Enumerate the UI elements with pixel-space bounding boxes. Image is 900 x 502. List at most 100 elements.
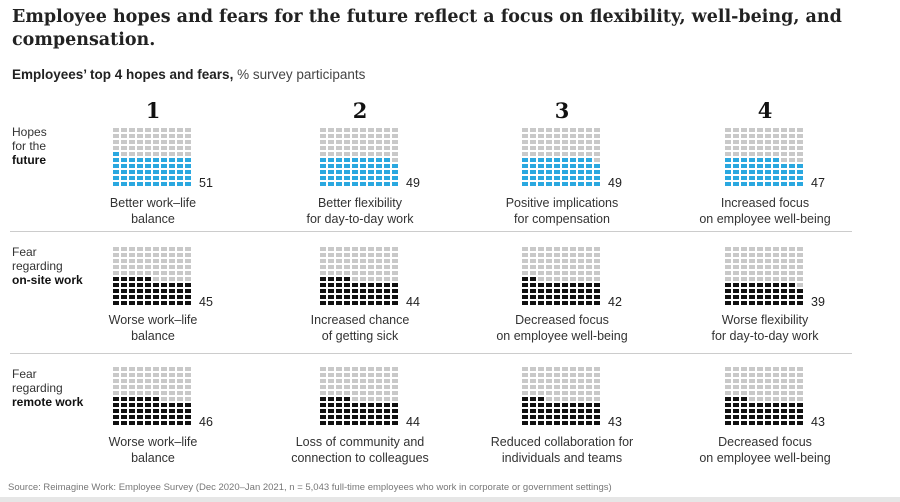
waffle-cell-filled xyxy=(530,301,536,305)
waffle-cell-empty xyxy=(137,265,143,269)
waffle-cell-filled xyxy=(352,421,358,425)
waffle-cell-empty xyxy=(725,385,731,389)
waffle-cell-empty xyxy=(392,134,398,138)
waffle-cell-filled xyxy=(121,158,127,162)
waffle-cell-empty xyxy=(145,140,151,144)
waffle-cell-filled xyxy=(352,415,358,419)
waffle-cell-empty xyxy=(368,271,374,275)
waffle-cell-filled xyxy=(161,403,167,407)
waffle-cell-empty xyxy=(137,253,143,257)
waffle-cell-empty xyxy=(789,146,795,150)
waffle-cell-empty xyxy=(594,128,600,132)
waffle-cell-filled xyxy=(781,415,787,419)
waffle-cell-empty xyxy=(578,367,584,371)
waffle-cell-filled xyxy=(384,415,390,419)
waffle-cell-empty xyxy=(757,140,763,144)
waffle-cell-filled xyxy=(789,409,795,413)
waffle-cell-filled xyxy=(129,397,135,401)
waffle-cell-empty xyxy=(376,271,382,275)
waffle-cell-filled xyxy=(113,277,119,281)
chart-subtitle: Employees’ top 4 hopes and fears, % surv… xyxy=(12,67,365,82)
waffle-cell-filled xyxy=(177,295,183,299)
waffle-cell-empty xyxy=(781,253,787,257)
waffle-cell-empty xyxy=(749,277,755,281)
waffle-cell-filled xyxy=(538,182,544,186)
waffle-cell-filled xyxy=(554,164,560,168)
waffle-cell-empty xyxy=(546,385,552,389)
waffle-cell-empty xyxy=(113,271,119,275)
waffle-cell-filled xyxy=(392,295,398,299)
waffle-cell-filled xyxy=(360,176,366,180)
waffle-cell-empty xyxy=(578,140,584,144)
waffle-cell-filled xyxy=(522,170,528,174)
waffle-cell-empty xyxy=(320,259,326,263)
waffle-cell-empty xyxy=(344,247,350,251)
waffle-cell-empty xyxy=(328,259,334,263)
waffle-cell-filled xyxy=(185,176,191,180)
waffle-cell-empty xyxy=(554,247,560,251)
waffle-cell-filled xyxy=(562,176,568,180)
waffle-cell-empty xyxy=(153,373,159,377)
waffle-cell-empty xyxy=(368,397,374,401)
waffle-cell-empty xyxy=(185,385,191,389)
waffle-cell-filled xyxy=(546,295,552,299)
waffle-cell-empty xyxy=(352,146,358,150)
waffle-cell-filled xyxy=(368,421,374,425)
waffle-cell-filled xyxy=(153,170,159,174)
waffle-cell-filled xyxy=(578,289,584,293)
waffle-cell-filled xyxy=(177,170,183,174)
waffle-cell-empty xyxy=(789,379,795,383)
waffle-cell-empty xyxy=(384,134,390,138)
waffle-cell-filled xyxy=(554,409,560,413)
waffle-cell-empty xyxy=(121,373,127,377)
waffle-cell-empty xyxy=(177,247,183,251)
waffle-cell-empty xyxy=(554,253,560,257)
waffle-cell-empty xyxy=(749,391,755,395)
row-label-line: Fear xyxy=(12,367,37,381)
waffle-cell-filled xyxy=(392,415,398,419)
waffle-cell-filled xyxy=(733,301,739,305)
waffle-cell-filled xyxy=(594,182,600,186)
waffle-cell-empty xyxy=(725,277,731,281)
waffle-cell-empty xyxy=(352,140,358,144)
waffle-cell-filled xyxy=(376,158,382,162)
waffle-cell-filled xyxy=(360,409,366,413)
value-label: 42 xyxy=(608,295,622,309)
waffle-cell-filled xyxy=(113,289,119,293)
waffle-cell-empty xyxy=(757,259,763,263)
waffle-cell-empty xyxy=(145,271,151,275)
waffle-cell-filled xyxy=(757,409,763,413)
waffle-cell-empty xyxy=(797,253,803,257)
waffle-cell-filled xyxy=(129,176,135,180)
waffle-cell-empty xyxy=(161,265,167,269)
waffle-cell-filled xyxy=(320,289,326,293)
waffle-cell-filled xyxy=(570,289,576,293)
waffle-cell-filled xyxy=(352,289,358,293)
waffle-cell-empty xyxy=(360,373,366,377)
value-label: 44 xyxy=(406,415,420,429)
waffle-cell-filled xyxy=(368,158,374,162)
waffle-cell-filled xyxy=(169,403,175,407)
waffle-cell-empty xyxy=(360,152,366,156)
waffle-cell-empty xyxy=(538,373,544,377)
waffle-cell-filled xyxy=(733,158,739,162)
waffle-cell-empty xyxy=(546,397,552,401)
waffle-cell-filled xyxy=(360,301,366,305)
waffle-cell-empty xyxy=(765,277,771,281)
waffle-cell-empty xyxy=(352,259,358,263)
waffle-cell-empty xyxy=(169,247,175,251)
waffle-cell-filled xyxy=(554,158,560,162)
waffle-cell-filled xyxy=(725,164,731,168)
waffle-cell-filled xyxy=(185,289,191,293)
waffle-cell-filled xyxy=(797,403,803,407)
waffle-cell-empty xyxy=(336,385,342,389)
waffle-cell-filled xyxy=(562,301,568,305)
waffle-cell-filled xyxy=(368,409,374,413)
waffle-cell-filled xyxy=(765,176,771,180)
waffle-cell-empty xyxy=(344,265,350,269)
waffle-cell-filled xyxy=(121,289,127,293)
waffle-cell-filled xyxy=(570,170,576,174)
waffle-cell-filled xyxy=(554,182,560,186)
waffle-cell-empty xyxy=(185,367,191,371)
waffle-cell-filled xyxy=(113,283,119,287)
